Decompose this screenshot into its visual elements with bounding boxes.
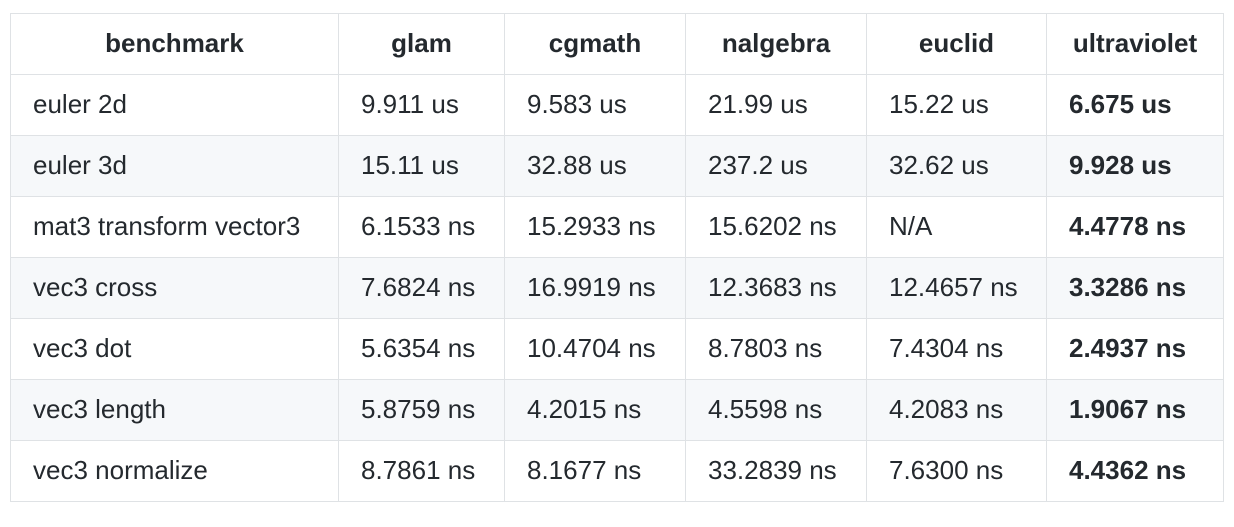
table-row: vec3 length 5.8759 ns 4.2015 ns 4.5598 n… [10,379,1224,441]
header-cell-cgmath: cgmath [504,13,686,75]
nalgebra-cell: 15.6202 ns [685,196,867,258]
nalgebra-cell: 4.5598 ns [685,379,867,441]
header-cell-nalgebra: nalgebra [685,13,867,75]
benchmark-name-cell: vec3 normalize [10,440,339,502]
cgmath-cell: 4.2015 ns [504,379,686,441]
ultraviolet-cell: 6.675 us [1046,74,1224,136]
cgmath-cell: 10.4704 ns [504,318,686,380]
cgmath-cell: 8.1677 ns [504,440,686,502]
benchmark-name-cell: mat3 transform vector3 [10,196,339,258]
nalgebra-cell: 8.7803 ns [685,318,867,380]
cgmath-cell: 32.88 us [504,135,686,197]
header-cell-euclid: euclid [866,13,1047,75]
ultraviolet-cell: 4.4362 ns [1046,440,1224,502]
benchmark-table: benchmark glam cgmath nalgebra euclid ul… [10,13,1224,502]
euclid-cell: N/A [866,196,1047,258]
ultraviolet-cell: 1.9067 ns [1046,379,1224,441]
euclid-cell: 12.4657 ns [866,257,1047,319]
euclid-cell: 4.2083 ns [866,379,1047,441]
glam-cell: 5.6354 ns [338,318,505,380]
table-row: vec3 cross 7.6824 ns 16.9919 ns 12.3683 … [10,257,1224,319]
nalgebra-cell: 33.2839 ns [685,440,867,502]
euclid-cell: 7.4304 ns [866,318,1047,380]
table-row: euler 3d 15.11 us 32.88 us 237.2 us 32.6… [10,135,1224,197]
benchmark-name-cell: vec3 cross [10,257,339,319]
header-cell-ultraviolet: ultraviolet [1046,13,1224,75]
nalgebra-cell: 21.99 us [685,74,867,136]
nalgebra-cell: 237.2 us [685,135,867,197]
euclid-cell: 32.62 us [866,135,1047,197]
cgmath-cell: 15.2933 ns [504,196,686,258]
table-row: vec3 normalize 8.7861 ns 8.1677 ns 33.28… [10,440,1224,502]
table-row: vec3 dot 5.6354 ns 10.4704 ns 8.7803 ns … [10,318,1224,380]
table-body: euler 2d 9.911 us 9.583 us 21.99 us 15.2… [10,74,1224,502]
benchmark-name-cell: euler 3d [10,135,339,197]
table-row: mat3 transform vector3 6.1533 ns 15.2933… [10,196,1224,258]
ultraviolet-cell: 4.4778 ns [1046,196,1224,258]
benchmark-name-cell: euler 2d [10,74,339,136]
header-cell-glam: glam [338,13,505,75]
header-cell-benchmark: benchmark [10,13,339,75]
euclid-cell: 7.6300 ns [866,440,1047,502]
glam-cell: 7.6824 ns [338,257,505,319]
header-row: benchmark glam cgmath nalgebra euclid ul… [10,13,1224,75]
glam-cell: 5.8759 ns [338,379,505,441]
benchmark-name-cell: vec3 dot [10,318,339,380]
glam-cell: 15.11 us [338,135,505,197]
ultraviolet-cell: 9.928 us [1046,135,1224,197]
ultraviolet-cell: 2.4937 ns [1046,318,1224,380]
table-header: benchmark glam cgmath nalgebra euclid ul… [10,13,1224,75]
benchmark-table-container: benchmark glam cgmath nalgebra euclid ul… [10,13,1224,502]
glam-cell: 8.7861 ns [338,440,505,502]
glam-cell: 9.911 us [338,74,505,136]
table-row: euler 2d 9.911 us 9.583 us 21.99 us 15.2… [10,74,1224,136]
ultraviolet-cell: 3.3286 ns [1046,257,1224,319]
glam-cell: 6.1533 ns [338,196,505,258]
euclid-cell: 15.22 us [866,74,1047,136]
nalgebra-cell: 12.3683 ns [685,257,867,319]
cgmath-cell: 9.583 us [504,74,686,136]
benchmark-name-cell: vec3 length [10,379,339,441]
cgmath-cell: 16.9919 ns [504,257,686,319]
